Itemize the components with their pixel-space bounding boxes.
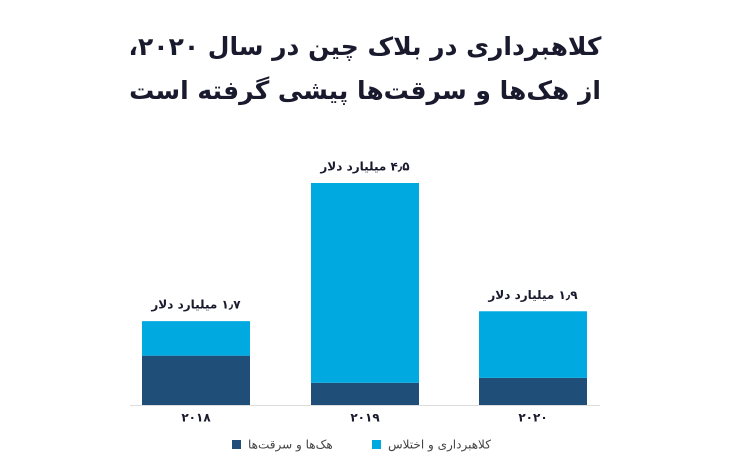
bar-segment	[142, 355, 250, 405]
x-tick-label: ۲۰۱۸	[181, 411, 211, 425]
bar-segment	[479, 377, 587, 405]
total-label: ۱٫۷ میلیارد دلار	[150, 298, 241, 312]
chart-title: از هک‌ها و سرقت‌ها پیشی گرفته است	[129, 76, 601, 106]
legend-label: هک‌ها و سرقت‌ها	[248, 438, 333, 453]
bar-segment	[311, 183, 419, 383]
total-label: ۴٫۵ میلیارد دلار	[319, 160, 409, 174]
legend-label: کلاهبرداری و اختلاس	[388, 438, 491, 453]
chart-title: کلاهبرداری در بلاک چین در سال ۲۰۲۰،	[129, 32, 602, 62]
legend-swatch	[372, 440, 381, 449]
total-label: ۱٫۹ میلیارد دلار	[487, 288, 578, 302]
bar-segment	[479, 311, 587, 378]
legend-swatch	[232, 440, 241, 449]
x-tick-label: ۲۰۲۰	[518, 411, 547, 425]
bar-segment	[311, 382, 419, 405]
x-tick-label: ۲۰۱۹	[350, 411, 380, 425]
bar-segment	[142, 321, 250, 356]
